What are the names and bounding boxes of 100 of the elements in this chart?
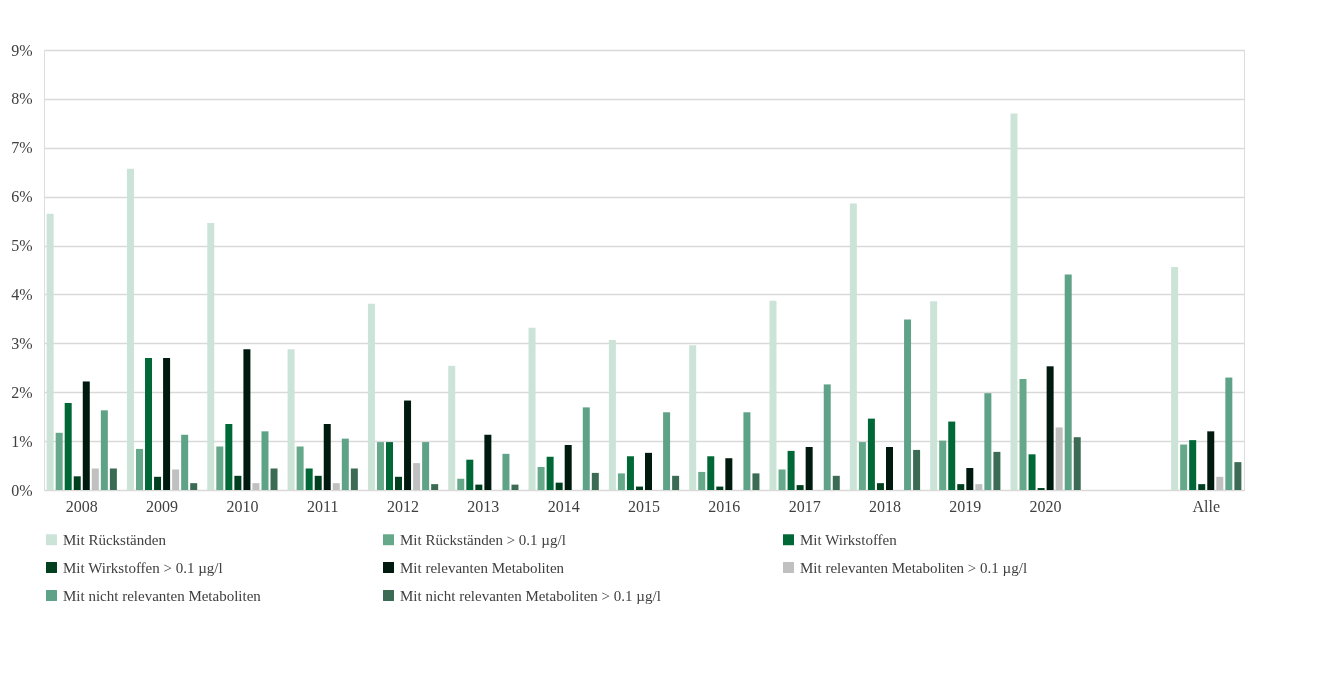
bar — [858, 442, 866, 490]
y-tick-label: 6% — [11, 188, 33, 206]
bar — [296, 446, 304, 490]
legend-label: Mit relevanten Metaboliten > 0.1 µg/l — [800, 559, 1028, 576]
legend-label: Mit nicht relevanten Metaboliten > 0.1 µg/l — [400, 587, 661, 604]
bar — [404, 400, 412, 490]
bar — [876, 483, 884, 490]
y-tick-label: 7% — [11, 139, 33, 157]
x-tick-label: 2009 — [146, 497, 179, 515]
bar — [1180, 444, 1188, 490]
bar — [546, 456, 554, 490]
bar — [689, 345, 697, 490]
bar — [73, 476, 81, 490]
bar — [930, 301, 938, 490]
x-tick-label: Alle — [1192, 497, 1221, 515]
x-tick-label: 2018 — [868, 497, 901, 515]
bar — [849, 203, 857, 490]
bar — [502, 453, 510, 490]
bar — [805, 446, 813, 490]
bar — [555, 482, 563, 490]
bar — [752, 473, 760, 490]
bar — [216, 446, 224, 490]
x-tick-label: 2016 — [708, 497, 741, 515]
x-tick-label: 2015 — [628, 497, 660, 515]
bar — [287, 349, 295, 490]
x-tick-label: 2012 — [387, 497, 420, 515]
bar — [457, 478, 465, 490]
bar — [904, 319, 912, 490]
bar — [885, 446, 893, 490]
bar — [82, 381, 90, 490]
bar — [332, 483, 340, 490]
bar — [172, 469, 180, 490]
bar — [341, 438, 349, 490]
legend-label: Mit Rückständen > 0.1 µg/l — [400, 531, 566, 548]
bar — [323, 424, 331, 490]
legend-label: Mit Wirkstoffen — [800, 531, 898, 548]
bar — [1189, 440, 1197, 490]
x-tick-label: 2011 — [307, 497, 339, 515]
bar — [1064, 274, 1072, 490]
bar — [823, 384, 831, 490]
y-tick-label: 2% — [11, 383, 33, 401]
bar — [617, 473, 625, 490]
bar — [537, 467, 545, 490]
y-tick-label: 5% — [11, 237, 33, 255]
bar — [796, 485, 804, 490]
bar — [1046, 366, 1054, 490]
bar — [672, 475, 680, 490]
bar — [698, 471, 706, 490]
bar — [190, 483, 198, 490]
bar — [484, 434, 492, 490]
bar — [626, 456, 634, 490]
bar — [1225, 377, 1233, 490]
bar — [431, 484, 439, 490]
bar — [582, 407, 590, 490]
bar — [55, 432, 63, 490]
bar — [528, 327, 536, 490]
bar — [207, 223, 215, 490]
bar — [1207, 431, 1215, 490]
bar — [966, 468, 974, 490]
y-tick-label: 8% — [11, 90, 33, 108]
bar — [707, 456, 715, 490]
bar — [367, 303, 375, 490]
bar — [448, 365, 456, 490]
x-tick-label: 2020 — [1029, 497, 1062, 515]
bar — [1055, 427, 1063, 490]
bar — [832, 475, 840, 490]
bar — [867, 418, 875, 490]
bar — [993, 451, 1001, 490]
bar — [948, 421, 956, 490]
bar — [385, 442, 393, 490]
bar — [1216, 476, 1224, 490]
bar — [422, 442, 430, 490]
bar — [135, 448, 143, 490]
bar — [984, 393, 992, 490]
bar — [957, 484, 965, 490]
x-tick-label: 2008 — [65, 497, 98, 515]
bar — [725, 458, 733, 490]
bar — [663, 412, 671, 490]
legend-label: Mit Rückständen — [63, 531, 167, 548]
bar — [1234, 462, 1242, 490]
x-tick-label: 2010 — [226, 497, 259, 515]
legend-label: Mit relevanten Metaboliten — [400, 559, 565, 576]
y-tick-label: 3% — [11, 334, 33, 352]
bar — [466, 459, 474, 490]
bar — [64, 402, 72, 490]
bar — [376, 442, 384, 490]
bar — [608, 339, 616, 490]
legend-label: Mit nicht relevanten Metaboliten — [63, 587, 262, 604]
bar — [395, 476, 403, 490]
bar — [1010, 113, 1018, 490]
bar — [1073, 437, 1081, 490]
y-tick-label: 4% — [11, 285, 33, 303]
bar — [939, 440, 947, 490]
bar — [778, 469, 786, 490]
bar — [100, 410, 108, 490]
bar — [225, 424, 233, 490]
bar — [350, 468, 358, 490]
bar — [913, 449, 921, 490]
bar — [181, 434, 189, 490]
bar — [769, 300, 777, 490]
